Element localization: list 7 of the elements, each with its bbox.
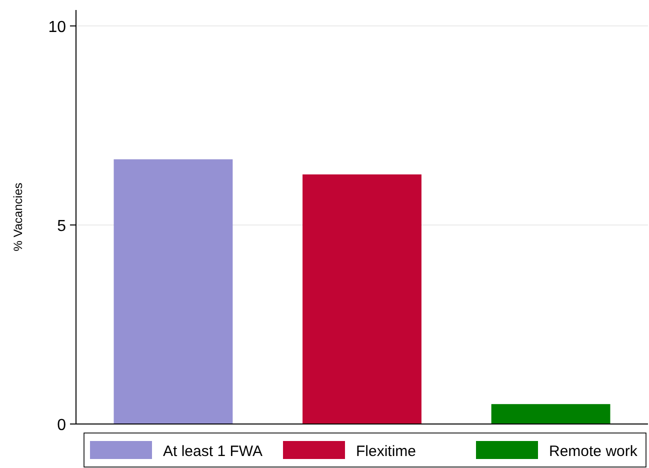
legend-label: At least 1 FWA	[163, 443, 262, 460]
legend-label: Remote work	[549, 443, 638, 460]
y-tick-label: 5	[57, 218, 66, 235]
y-tick-label: 10	[48, 18, 66, 36]
y-tick-label: 0	[57, 417, 66, 434]
y-axis-title: % Vacancies	[11, 182, 25, 252]
legend-label: Flexitime	[356, 443, 416, 460]
